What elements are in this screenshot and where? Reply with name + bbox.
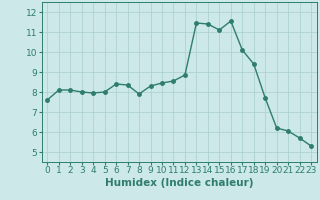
X-axis label: Humidex (Indice chaleur): Humidex (Indice chaleur) <box>105 178 253 188</box>
